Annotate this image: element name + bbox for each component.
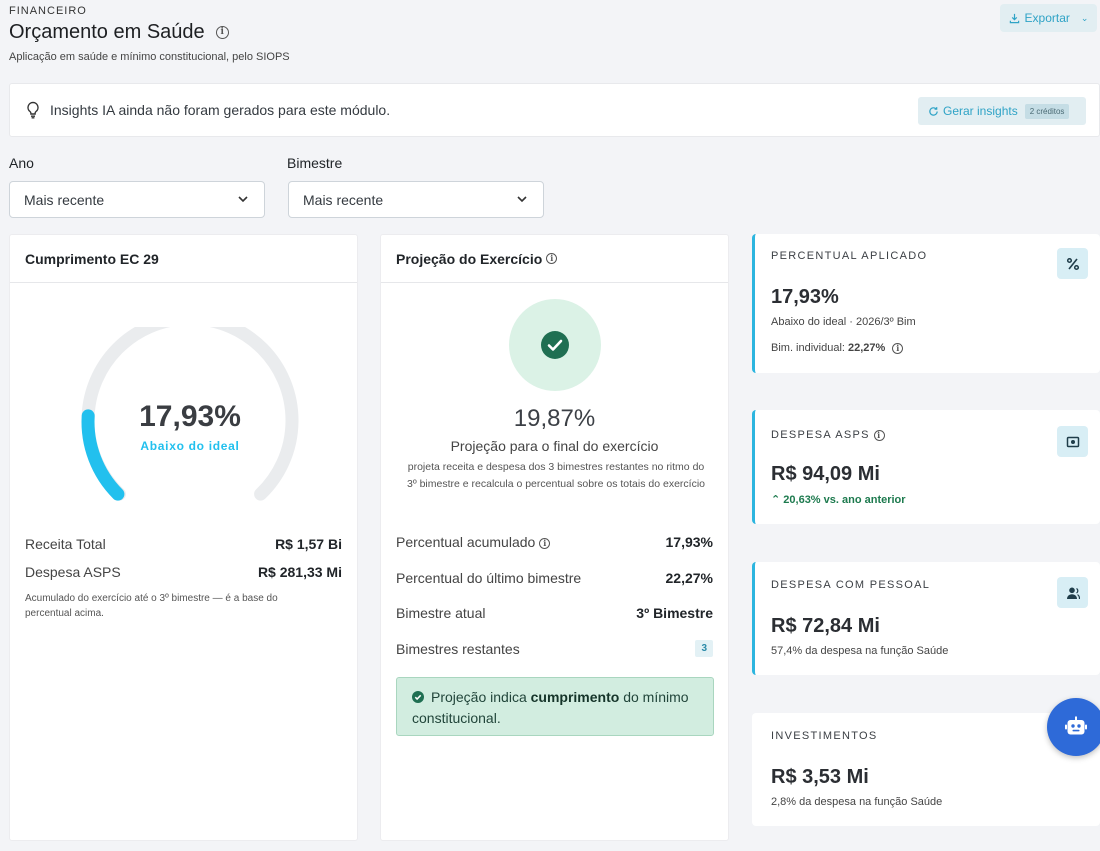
individual-value: 22,27% — [847, 342, 886, 354]
kpi-despesa-asps-value: R$ 94,09 Mi — [771, 463, 880, 485]
info-icon[interactable]: i — [873, 429, 885, 441]
info-icon[interactable]: i — [892, 342, 904, 354]
receita-total-value: R$ 1,57 Bi — [275, 536, 342, 552]
kpi-percentual-sub: Abaixo do ideal · 2026/3º Bim — [771, 316, 916, 328]
kpi-despesa-asps: DESPESA ASPS i R$ 94,09 Mi ⌃ 20,63% vs. … — [752, 410, 1100, 524]
kpi-despesa-asps-trend: ⌃ 20,63% vs. ano anterior — [771, 493, 906, 506]
kpi-percentual-title: PERCENTUAL APLICADO — [771, 250, 928, 262]
despesa-asps-label: Despesa ASPS — [25, 564, 121, 580]
kpi-pessoal-value: R$ 72,84 Mi — [771, 615, 880, 637]
kpi-investimentos-sub: 2,8% da despesa na função Saúde — [771, 796, 943, 808]
projecao-card: Projeção do Exercício i 19,87% Projeção … — [380, 234, 729, 841]
filter-bimestre-value: Mais recente — [303, 191, 384, 208]
gauge: 17,93% Abaixo do ideal — [75, 311, 305, 527]
generate-insights-label: Gerar insights — [943, 104, 1018, 118]
success-circle — [509, 299, 601, 391]
generate-insights-button[interactable]: Gerar insights 2 créditos — [918, 97, 1086, 125]
page-subtitle: Aplicação em saúde e mínimo constitucion… — [9, 51, 290, 63]
export-label: Exportar — [1024, 11, 1070, 25]
gauge-status: Abaixo do ideal — [140, 439, 240, 453]
despesa-asps-row: Despesa ASPS R$ 281,33 Mi — [25, 564, 342, 580]
info-icon[interactable]: i — [215, 26, 229, 39]
alert-text-before: Projeção indica — [431, 689, 527, 705]
cumprimento-title: Cumprimento EC 29 — [10, 235, 357, 283]
despesa-asps-value: R$ 281,33 Mi — [257, 564, 342, 580]
kpi-investimentos-value: R$ 3,53 Mi — [771, 766, 869, 788]
arrow-up-icon: ⌃ — [771, 494, 781, 506]
refresh-icon — [929, 106, 938, 116]
kpi-percentual-aplicado: PERCENTUAL APLICADO 17,93% Abaixo do ide… — [752, 234, 1100, 373]
check-circle-icon — [412, 691, 424, 703]
kpi-despesa-asps-title: DESPESA ASPS — [771, 429, 870, 441]
kpi-percentual-individual: Bim. individual: 22,27% i — [771, 342, 904, 354]
assistant-bot-button[interactable] — [1047, 698, 1100, 756]
bimestres-restantes-label: Bimestres restantes — [396, 640, 520, 657]
chevron-down-icon — [238, 196, 248, 203]
money-icon — [1057, 426, 1088, 457]
kpi-despesa-pessoal: DESPESA COM PESSOAL R$ 72,84 Mi 57,4% da… — [752, 562, 1100, 675]
gauge-value: 17,93% — [139, 400, 241, 433]
info-icon[interactable]: i — [546, 253, 558, 264]
chevron-down-icon — [517, 196, 527, 203]
filter-bimestre-select[interactable]: Mais recente — [288, 181, 544, 218]
percentual-ultimo-value: 22,27% — [665, 570, 713, 586]
kpi-despesa-asps-trend-text: 20,63% vs. ano anterior — [783, 494, 906, 506]
projecao-subtitle: Projeção para o final do exercício — [450, 438, 659, 454]
alert-text-bold: cumprimento — [530, 689, 620, 705]
percentual-ultimo-row: Percentual do último bimestre 22,27% — [396, 570, 713, 586]
percentual-ultimo-label: Percentual do último bimestre — [396, 570, 582, 586]
alert-text-after: do mínimo constitucional. — [412, 689, 689, 726]
filter-ano-select[interactable]: Mais recente — [9, 181, 265, 218]
compliance-alert: Projeção indica cumprimento do mínimo co… — [396, 677, 714, 736]
individual-label: Bim. individual: — [771, 342, 845, 354]
kpi-investimentos-title: INVESTIMENTOS — [771, 730, 878, 742]
kpi-percentual-value: 17,93% — [771, 286, 839, 308]
cumprimento-card: Cumprimento EC 29 17,93% Abaixo do ideal… — [9, 234, 358, 841]
person-icon — [1057, 577, 1088, 608]
percentual-acumulado-value: 17,93% — [665, 534, 713, 550]
receita-total-row: Receita Total R$ 1,57 Bi — [25, 536, 342, 552]
lightbulb-icon — [27, 101, 39, 119]
page-overline: FINANCEIRO — [9, 5, 87, 17]
kpi-pessoal-sub: 57,4% da despesa na função Saúde — [771, 645, 949, 657]
gauge-fill — [81, 409, 125, 501]
filter-ano-label: Ano — [9, 155, 34, 171]
insights-message: Insights IA ainda não foram gerados para… — [50, 102, 391, 118]
filter-ano-value: Mais recente — [24, 191, 105, 208]
page-header: FINANCEIRO Orçamento em Saúde i Aplicaçã… — [9, 5, 290, 63]
projecao-header: Projeção do Exercício i — [381, 235, 728, 283]
info-icon[interactable]: i — [539, 538, 551, 549]
receita-total-label: Receita Total — [25, 536, 106, 552]
projecao-description: projeta receita e despesa dos 3 bimestre… — [407, 461, 705, 490]
kpi-pessoal-title: DESPESA COM PESSOAL — [771, 579, 931, 591]
percent-icon — [1057, 248, 1088, 279]
credits-badge: 2 créditos — [1024, 103, 1070, 119]
filter-bimestre-label: Bimestre — [287, 155, 343, 171]
check-icon — [541, 331, 569, 359]
export-button[interactable]: Exportar ⌄ — [1000, 4, 1097, 32]
cumprimento-note: Acumulado do exercício até o 3º bimestre… — [25, 593, 278, 619]
bimestre-atual-label: Bimestre atual — [396, 605, 486, 621]
bimestres-restantes-badge: 3 — [695, 640, 713, 657]
kpi-despesa-asps-header: DESPESA ASPS i — [771, 429, 885, 441]
robot-icon — [1065, 716, 1087, 735]
insights-bar: Insights IA ainda não foram gerados para… — [9, 83, 1100, 137]
bimestre-atual-row: Bimestre atual 3º Bimestre — [396, 605, 713, 621]
projecao-title: Projeção do Exercício — [396, 250, 543, 267]
percentual-acumulado-label: Percentual acumulado — [396, 534, 536, 550]
bimestres-restantes-row: Bimestres restantes 3 — [396, 640, 713, 657]
chevron-down-icon: ⌄ — [1080, 12, 1089, 23]
kpi-investimentos: INVESTIMENTOS R$ 3,53 Mi 2,8% da despesa… — [752, 713, 1100, 826]
download-icon — [1009, 13, 1019, 23]
percentual-acumulado-row: Percentual acumulado i 17,93% — [396, 534, 713, 550]
bimestre-atual-value: 3º Bimestre — [636, 605, 713, 621]
page-title: Orçamento em Saúde — [9, 21, 205, 43]
projecao-value: 19,87% — [513, 405, 596, 432]
